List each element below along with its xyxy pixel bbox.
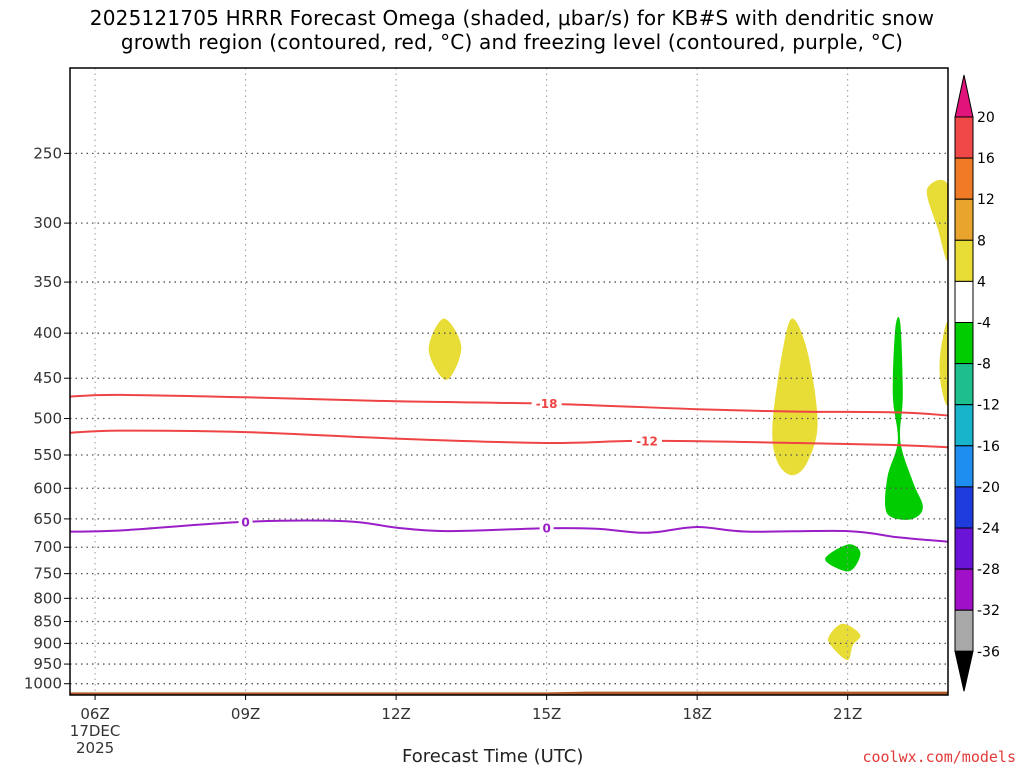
omega-region-2: [772, 318, 818, 476]
x-tick-label-06Z: 06Z: [80, 705, 109, 723]
colorbar-band-12-16: [954, 157, 974, 200]
y-tick-label-250: 250: [33, 144, 62, 162]
contour-label-0-0: 0: [241, 515, 249, 529]
y-tick-label-1000: 1000: [24, 675, 62, 693]
colorbar-band--24--20: [954, 486, 974, 529]
y-tick-label-350: 350: [33, 273, 62, 291]
y-tick-label-950: 950: [33, 655, 62, 673]
omega-region-3: [926, 179, 948, 261]
y-tick-label-750: 750: [33, 565, 62, 583]
x-tick-label-21Z: 21Z: [833, 705, 862, 723]
x-axis-title: Forecast Time (UTC): [402, 746, 584, 767]
colorbar-band-16-20: [954, 116, 974, 159]
colorbar-label--12: -12: [977, 398, 1000, 414]
contour-layer: -18 -12 0 0: [70, 393, 948, 543]
colorbar-band--36--32: [954, 609, 974, 652]
chart-title-line1: 2025121705 HRRR Forecast Omega (shaded, …: [89, 6, 935, 30]
omega-region-4: [939, 321, 948, 406]
y-tick-label-900: 900: [33, 634, 62, 652]
contour-label-bg: [238, 514, 253, 529]
colorbar-label-12: 12: [977, 192, 995, 208]
axis-layer: 250 300 350 400 450 500 550 600 650 700 750 800 850 9…: [24, 67, 949, 757]
colorbar-legend: 20 16 12 8 4 -4 -8 -12 -16 -20 -24 -28 -32 -36: [954, 74, 1000, 692]
colorbar-label--8: -8: [977, 357, 991, 373]
colorbar-label--36: -36: [977, 644, 1000, 660]
y-tick-label-450: 450: [33, 369, 62, 387]
plot-frame: [69, 67, 949, 696]
x-tick-label-09Z: 09Z: [231, 705, 260, 723]
omega-region-5: [828, 623, 861, 661]
contour-label--18-0: -18: [536, 397, 558, 411]
colorbar-band-4-8: [954, 239, 974, 282]
colorbar-top-arrow: [954, 74, 974, 118]
x-tick-sublabel-1: 2025: [76, 739, 114, 757]
x-tick-label-12Z: 12Z: [381, 705, 410, 723]
credit-link[interactable]: coolwx.com/models: [862, 748, 1016, 766]
y-tick-label-550: 550: [33, 446, 62, 464]
colorbar-label-20: 20: [977, 110, 995, 126]
y-tick-label-650: 650: [33, 510, 62, 528]
x-tick-label-15Z: 15Z: [532, 705, 561, 723]
colorbar-band--16--12: [954, 404, 974, 447]
colorbar-band--32--28: [954, 568, 974, 611]
y-tick-label-600: 600: [33, 479, 62, 497]
y-tick-label-300: 300: [33, 214, 62, 232]
grid-layer: [70, 68, 948, 695]
y-tick-label-500: 500: [33, 410, 62, 428]
contour-label-bg: [531, 396, 562, 411]
terrain-layer: [70, 691, 948, 695]
contour-label-bg: [539, 521, 554, 536]
colorbar-label--24: -24: [977, 521, 1000, 537]
contour-line-2: [70, 519, 948, 543]
colorbar-band--20--16: [954, 445, 974, 488]
contour-label--12-0: -12: [636, 434, 658, 448]
contour-label-bg: [631, 433, 662, 448]
omega-region-1: [428, 318, 462, 380]
y-tick-label-800: 800: [33, 589, 62, 607]
x-tick-sublabel-0: 17DEC: [70, 722, 121, 740]
colorbar-band--8--4: [954, 322, 974, 365]
y-tick-label-700: 700: [33, 538, 62, 556]
colorbar-label--20: -20: [977, 480, 1000, 496]
terrain-fill: [70, 691, 948, 695]
shaded-layer: [428, 179, 948, 661]
chart-title: 2025121705 HRRR Forecast Omega (shaded, …: [0, 6, 1024, 54]
colorbar-label--28: -28: [977, 562, 1000, 578]
colorbar-band--4-4: [954, 280, 974, 323]
omega-region-6: [885, 317, 923, 520]
colorbar-label--32: -32: [977, 603, 1000, 619]
chart-title-line2: growth region (contoured, red, °C) and f…: [120, 30, 904, 54]
colorbar-bottom-arrow: [954, 650, 974, 692]
x-tick-label-18Z: 18Z: [682, 705, 711, 723]
colorbar-label--16: -16: [977, 439, 1000, 455]
colorbar-band-8-12: [954, 198, 974, 241]
colorbar-label-16: 16: [977, 151, 995, 167]
colorbar-label-4: 4: [977, 274, 986, 290]
contour-line-1: [70, 429, 948, 449]
y-tick-label-400: 400: [33, 324, 62, 342]
colorbar-label--4: -4: [977, 316, 991, 332]
y-tick-label-850: 850: [33, 613, 62, 631]
colorbar-label-8: 8: [977, 233, 986, 249]
omega-region-7: [825, 544, 861, 572]
colorbar-band--12--8: [954, 363, 974, 406]
colorbar-band--28--24: [954, 527, 974, 570]
contour-label-0-1: 0: [542, 522, 550, 536]
